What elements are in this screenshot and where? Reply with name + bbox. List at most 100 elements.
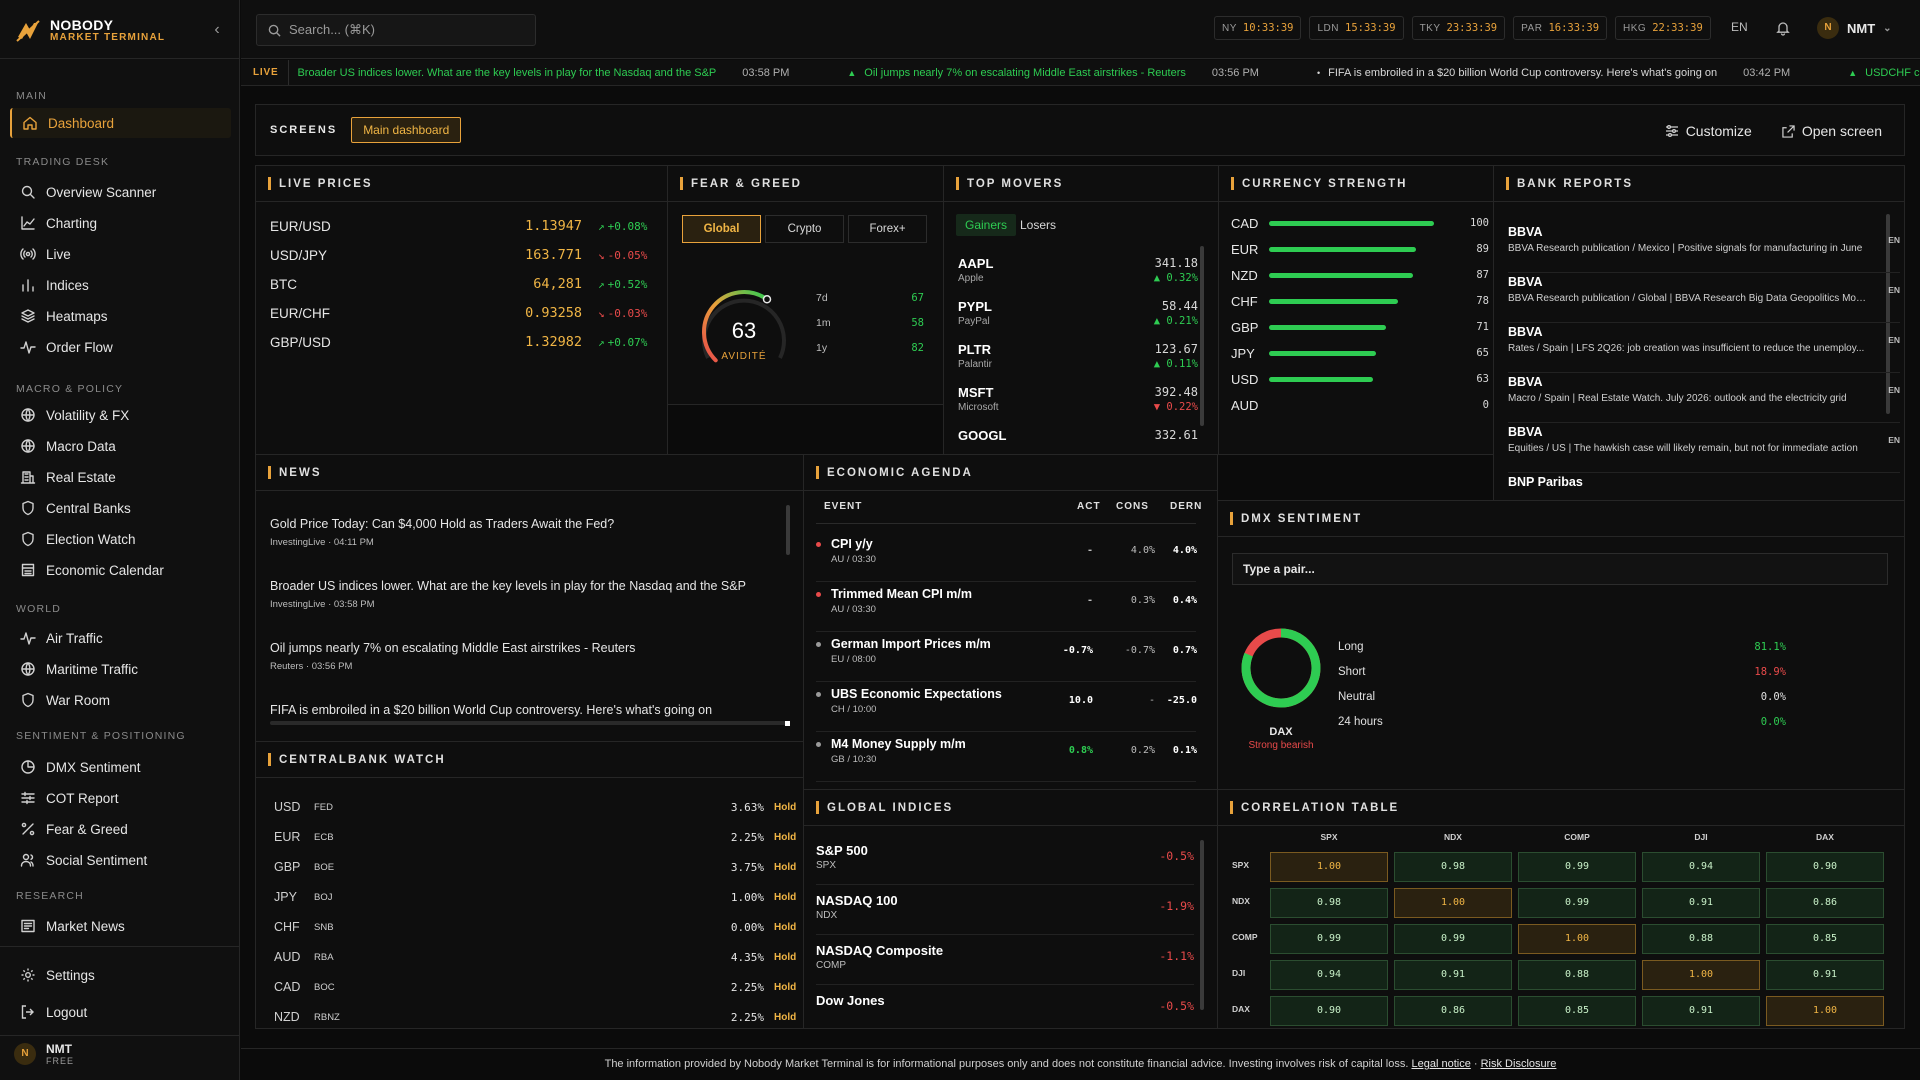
agenda-row[interactable]: UBS Economic Expectations CH / 10:00 10.0 -… <box>816 682 1197 732</box>
centralbank-row[interactable]: JPY BOJ 1.00% Hold <box>274 885 796 909</box>
correlation-cell[interactable]: 0.99 <box>1270 924 1388 954</box>
centralbank-row[interactable]: CAD BOC 2.25% Hold <box>274 975 796 999</box>
index-row[interactable]: NASDAQ Composite COMP -1.1% <box>816 935 1194 985</box>
nav-central-banks[interactable]: Central Banks <box>10 493 231 523</box>
correlation-cell[interactable]: 0.94 <box>1270 960 1388 990</box>
mover-row[interactable]: GOOGL 332.61 <box>958 428 1198 454</box>
scrollbar[interactable] <box>1200 246 1204 426</box>
nav-election-watch[interactable]: Election Watch <box>10 524 231 554</box>
account-menu[interactable]: N NMT ⌄ <box>1817 17 1892 39</box>
news-item[interactable]: Oil jumps nearly 7% on escalating Middle… <box>270 641 670 672</box>
tab-forex[interactable]: Forex+ <box>848 215 927 243</box>
correlation-cell[interactable]: 1.00 <box>1270 852 1388 882</box>
nav-settings[interactable]: Settings <box>10 960 231 990</box>
open-screen-button[interactable]: Open screen <box>1782 123 1882 139</box>
correlation-cell[interactable]: 0.85 <box>1766 924 1884 954</box>
correlation-cell[interactable]: 0.88 <box>1642 924 1760 954</box>
scrollbar[interactable] <box>1200 840 1204 1010</box>
ticker-item[interactable]: ▲ USDCHF cont <box>1848 67 1920 79</box>
ticker-item[interactable]: • FIFA is embroiled in a $20 billion Worl… <box>1317 67 1790 79</box>
mover-row[interactable]: AAPL Apple 341.18 ▲ 0.32% <box>958 256 1198 298</box>
centralbank-row[interactable]: NZD RBNZ 2.25% Hold <box>274 1005 796 1028</box>
news-item[interactable]: Broader US indices lower. What are the k… <box>270 579 746 610</box>
correlation-cell[interactable]: 0.99 <box>1518 852 1636 882</box>
nav-charting[interactable]: Charting <box>10 208 231 238</box>
correlation-cell[interactable]: 0.91 <box>1642 888 1760 918</box>
correlation-cell[interactable]: 0.86 <box>1394 996 1512 1026</box>
collapse-sidebar-icon[interactable]: ‹ <box>214 21 220 38</box>
bell-icon[interactable] <box>1775 20 1791 36</box>
user-profile[interactable]: N NMT FREE <box>14 1042 74 1066</box>
centralbank-row[interactable]: EUR ECB 2.25% Hold <box>274 825 796 849</box>
brand[interactable]: NOBODY MARKET TERMINAL <box>14 14 165 48</box>
news-item[interactable]: Gold Price Today: Can $4,000 Hold as Tra… <box>270 517 670 548</box>
screen-tab-main[interactable]: Main dashboard <box>351 117 462 143</box>
nav-air-traffic[interactable]: Air Traffic <box>10 623 231 653</box>
centralbank-row[interactable]: CHF SNB 0.00% Hold <box>274 915 796 939</box>
nav-real-estate[interactable]: Real Estate <box>10 462 231 492</box>
horizontal-scrollbar[interactable] <box>270 721 789 725</box>
nav-live[interactable]: Live <box>10 239 231 269</box>
correlation-cell[interactable]: 1.00 <box>1766 996 1884 1026</box>
correlation-cell[interactable]: 0.91 <box>1642 996 1760 1026</box>
price-row[interactable]: USD/JPY 163.771 ↘ -0.05% <box>270 245 650 265</box>
bank-report-row[interactable]: BBVA BBVA Research publication / Mexico |… <box>1508 225 1900 273</box>
agenda-row[interactable]: M4 Money Supply m/m GB / 10:30 0.8% 0.2% 0.1… <box>816 732 1197 782</box>
correlation-cell[interactable]: 1.00 <box>1394 888 1512 918</box>
correlation-cell[interactable]: 0.86 <box>1766 888 1884 918</box>
tab-global[interactable]: Global <box>682 215 761 243</box>
mover-row[interactable]: PYPL PayPal 58.44 ▲ 0.21% <box>958 299 1198 341</box>
nav-fear-greed[interactable]: Fear & Greed <box>10 814 231 844</box>
legal-notice-link[interactable]: Legal notice <box>1411 1058 1471 1070</box>
centralbank-row[interactable]: GBP BOE 3.75% Hold <box>274 855 796 879</box>
nav-dashboard[interactable]: Dashboard <box>10 108 231 138</box>
correlation-cell[interactable]: 0.98 <box>1394 852 1512 882</box>
nav-overview-scanner[interactable]: Overview Scanner <box>10 177 231 207</box>
customize-button[interactable]: Customize <box>1665 123 1752 139</box>
language-selector[interactable]: EN <box>1731 20 1748 34</box>
correlation-cell[interactable]: 0.98 <box>1270 888 1388 918</box>
correlation-cell[interactable]: 0.99 <box>1394 924 1512 954</box>
risk-disclosure-link[interactable]: Risk Disclosure <box>1480 1058 1557 1070</box>
scrollbar[interactable] <box>786 505 790 555</box>
centralbank-row[interactable]: AUD RBA 4.35% Hold <box>274 945 796 969</box>
pair-input[interactable]: Type a pair... <box>1232 553 1888 585</box>
bank-report-row[interactable]: BNP Paribas <box>1508 475 1900 500</box>
bank-report-row[interactable]: BBVA BBVA Research publication / Global |… <box>1508 275 1900 323</box>
mover-row[interactable]: PLTR Palantir 123.67 ▲ 0.11% <box>958 342 1198 384</box>
correlation-cell[interactable]: 1.00 <box>1518 924 1636 954</box>
nav-maritime-traffic[interactable]: Maritime Traffic <box>10 654 231 684</box>
mover-row[interactable]: MSFT Microsoft 392.48 ▼ 0.22% <box>958 385 1198 427</box>
search-input[interactable]: Search... (⌘K) <box>256 14 536 46</box>
correlation-cell[interactable]: 0.94 <box>1642 852 1760 882</box>
nav-economic-calendar[interactable]: Economic Calendar <box>10 555 231 585</box>
index-row[interactable]: NASDAQ 100 NDX -1.9% <box>816 885 1194 935</box>
nav-order-flow[interactable]: Order Flow <box>10 332 231 362</box>
nav-war-room[interactable]: War Room <box>10 685 231 715</box>
agenda-row[interactable]: Trimmed Mean CPI m/m AU / 03:30 - 0.3% 0.4% <box>816 582 1197 632</box>
centralbank-row[interactable]: USD FED 3.63% Hold <box>274 795 796 819</box>
correlation-cell[interactable]: 0.85 <box>1518 996 1636 1026</box>
ticker-item[interactable]: ▲ Oil jumps nearly 7% on escalating Middl… <box>847 67 1259 79</box>
nav-logout[interactable]: Logout <box>10 997 231 1027</box>
bank-report-row[interactable]: BBVA Equities / US | The hawkish case wil… <box>1508 425 1900 473</box>
price-row[interactable]: GBP/USD 1.32982 ↗ +0.07% <box>270 332 650 352</box>
agenda-row[interactable]: German Import Prices m/m EU / 08:00 -0.7% -… <box>816 632 1197 682</box>
nav-volatility-fx[interactable]: Volatility & FX <box>10 400 231 430</box>
correlation-cell[interactable]: 0.91 <box>1394 960 1512 990</box>
tab-crypto[interactable]: Crypto <box>765 215 844 243</box>
tab-gainers[interactable]: Gainers <box>956 214 1017 236</box>
index-row[interactable]: S&P 500 SPX -0.5% <box>816 835 1194 885</box>
nav-dmx-sentiment[interactable]: DMX Sentiment <box>10 752 231 782</box>
price-row[interactable]: EUR/CHF 0.93258 ↘ -0.03% <box>270 303 650 323</box>
correlation-cell[interactable]: 0.90 <box>1270 996 1388 1026</box>
scrollbar[interactable] <box>1886 214 1890 414</box>
correlation-cell[interactable]: 0.91 <box>1766 960 1884 990</box>
nav-social-sentiment[interactable]: Social Sentiment <box>10 845 231 875</box>
nav-market-news[interactable]: Market News <box>10 911 231 941</box>
nav-heatmaps[interactable]: Heatmaps <box>10 301 231 331</box>
ticker-item[interactable]: Broader US indices lower. What are the k… <box>297 67 789 79</box>
news-item[interactable]: FIFA is embroiled in a $20 billion World… <box>270 703 712 717</box>
correlation-cell[interactable]: 1.00 <box>1642 960 1760 990</box>
index-row[interactable]: Dow Jones -0.5% <box>816 985 1194 1028</box>
